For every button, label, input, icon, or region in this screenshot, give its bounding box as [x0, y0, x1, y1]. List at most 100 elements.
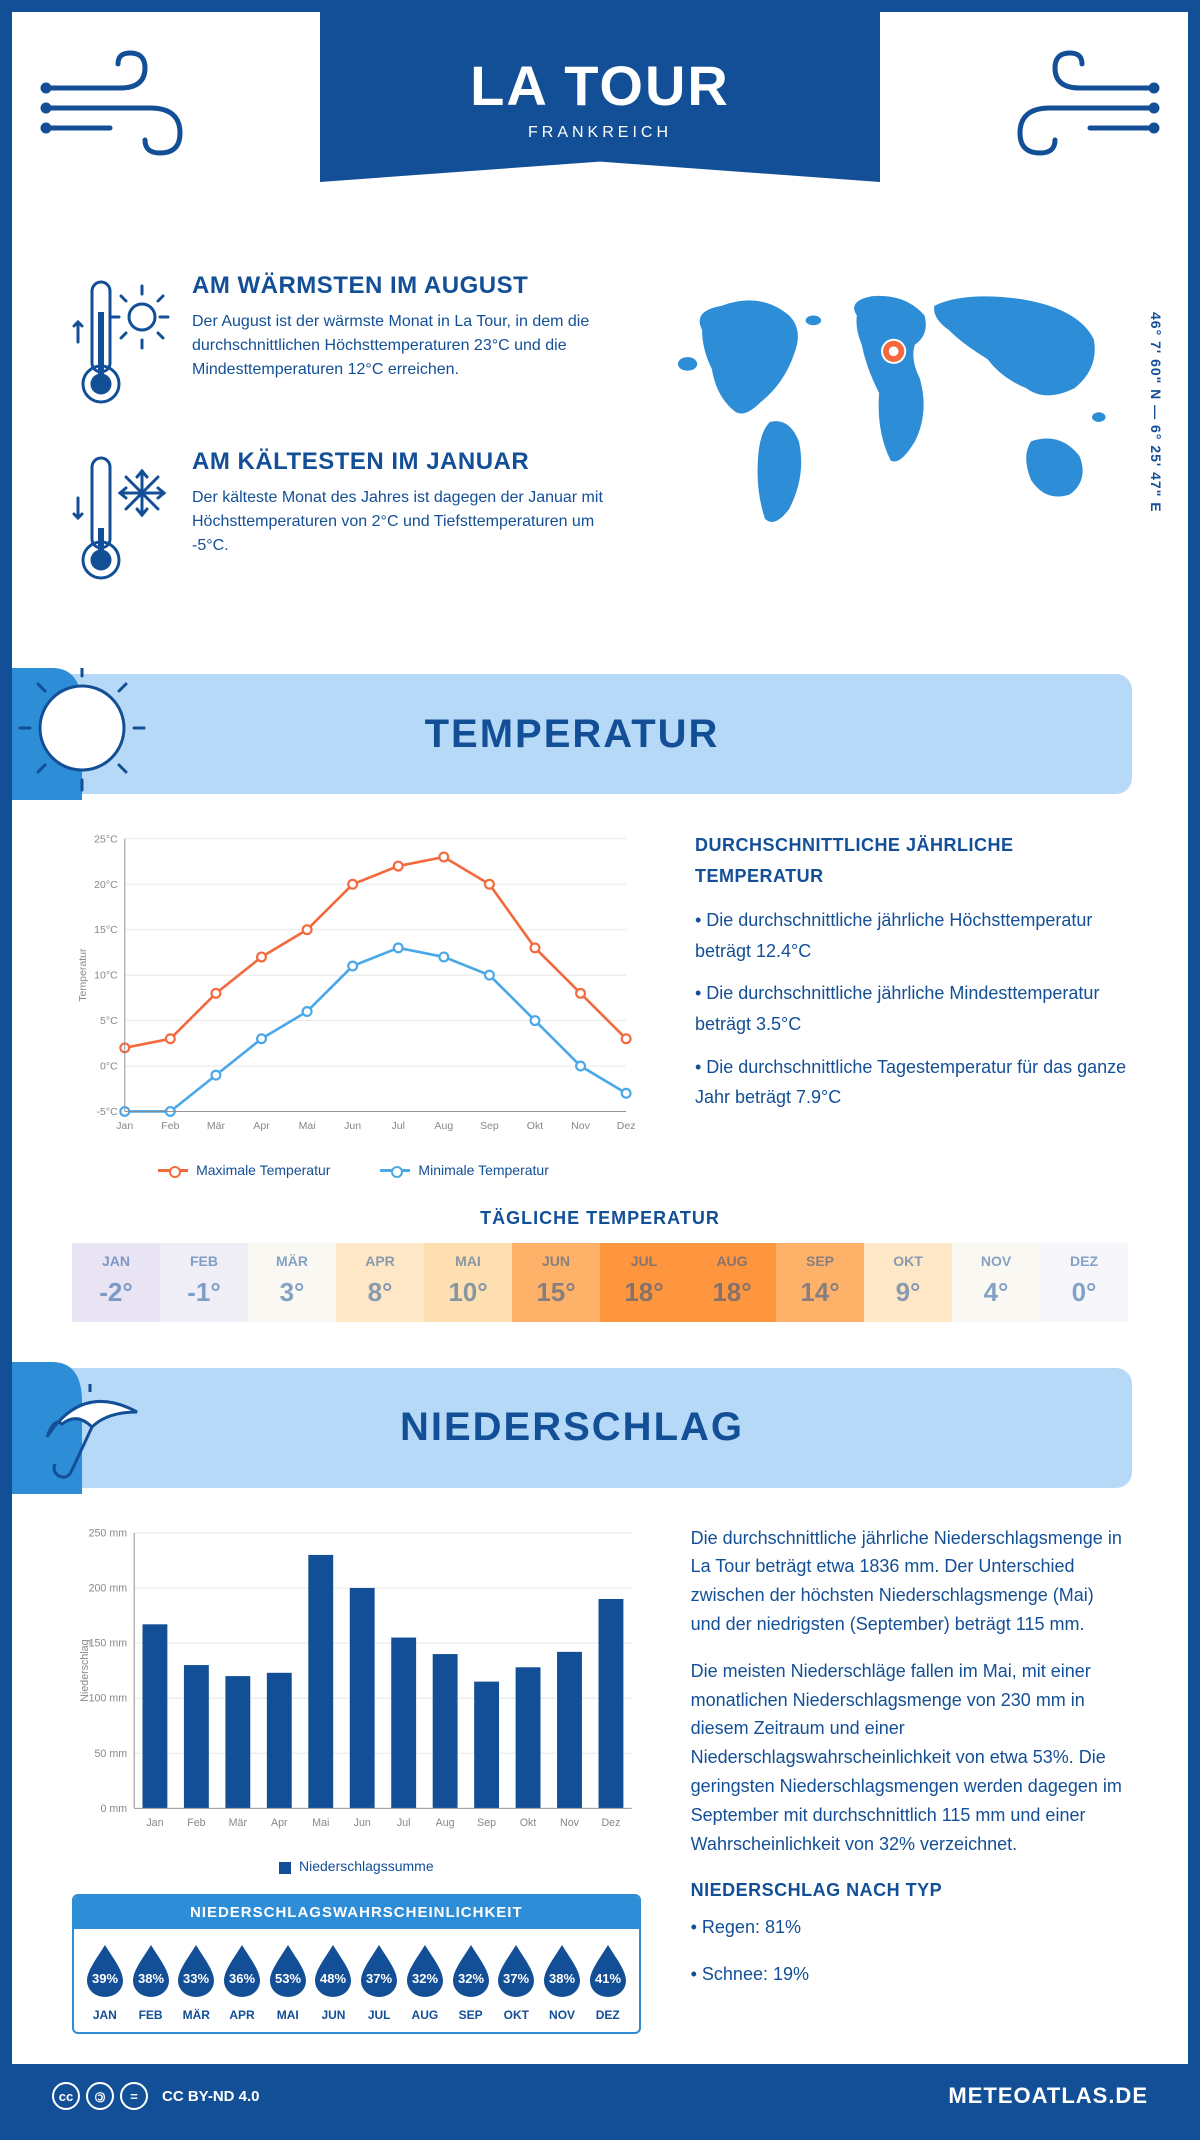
daily-cell: DEZ0°: [1040, 1243, 1128, 1322]
daily-month: MAI: [424, 1253, 512, 1269]
daily-value: 9°: [864, 1277, 952, 1308]
daily-title: TÄGLICHE TEMPERATUR: [12, 1208, 1188, 1229]
header-banner: LA TOUR FRANKREICH: [320, 12, 880, 182]
svg-text:Dez: Dez: [617, 1120, 635, 1132]
daily-value: 8°: [336, 1277, 424, 1308]
svg-text:Sep: Sep: [480, 1120, 499, 1132]
daily-cell: OKT9°: [864, 1243, 952, 1322]
raindrop-icon: 38%: [540, 1943, 584, 1997]
precip-p2: Die meisten Niederschläge fallen im Mai,…: [691, 1657, 1128, 1859]
svg-text:20°C: 20°C: [94, 879, 118, 891]
svg-text:5°C: 5°C: [100, 1015, 118, 1027]
probability-cell: 48%JUN: [311, 1943, 357, 2022]
chart-legend: .swatch-line[style*='f26a3d']::after{bor…: [72, 1162, 635, 1178]
probability-cell: 32%AUG: [402, 1943, 448, 2022]
raindrop-icon: 39%: [83, 1943, 127, 1997]
svg-text:Aug: Aug: [434, 1120, 453, 1132]
daily-month: SEP: [776, 1253, 864, 1269]
svg-text:53%: 53%: [275, 1971, 301, 1986]
raindrop-icon: 32%: [403, 1943, 447, 1997]
footer-site: METEOATLAS.DE: [948, 2083, 1148, 2109]
probability-month: JAN: [82, 2008, 128, 2022]
bar-chart: 0 mm50 mm100 mm150 mm200 mm250 mmJanFebM…: [72, 1524, 641, 1844]
intro-row: AM WÄRMSTEN IM AUGUST Der August ist der…: [12, 272, 1188, 664]
cold-text: Der kälteste Monat des Jahres ist dagege…: [192, 486, 604, 558]
wind-icon: [1000, 48, 1160, 168]
daily-value: 15°: [512, 1277, 600, 1308]
svg-text:Apr: Apr: [253, 1120, 270, 1132]
probability-box: NIEDERSCHLAGSWAHRSCHEINLICHKEIT 39%JAN38…: [72, 1894, 641, 2034]
svg-text:32%: 32%: [412, 1971, 438, 1986]
raindrop-icon: 33%: [174, 1943, 218, 1997]
svg-text:Feb: Feb: [161, 1120, 179, 1132]
probability-cell: 53%MAI: [265, 1943, 311, 2022]
location-title: LA TOUR: [470, 53, 730, 118]
probability-cell: 41%DEZ: [585, 1943, 631, 2022]
probability-cell: 37% JUL: [356, 1943, 402, 2022]
daily-cell: JUN 15°: [512, 1243, 600, 1322]
probability-cell: 32%SEP: [448, 1943, 494, 2022]
raindrop-icon: 48%: [311, 1943, 355, 1997]
raindrop-icon: 32%: [449, 1943, 493, 1997]
daily-cell: JAN-2°: [72, 1243, 160, 1322]
raindrop-icon: 41%: [586, 1943, 630, 1997]
daily-value: 18°: [688, 1277, 776, 1308]
svg-text:Feb: Feb: [187, 1817, 205, 1829]
probability-cell: 36%APR: [219, 1943, 265, 2022]
thermometer-hot-icon: [72, 272, 172, 412]
coordinates: 46° 7' 60" N — 6° 25' 47" E: [1148, 312, 1164, 513]
intro-facts: AM WÄRMSTEN IM AUGUST Der August ist der…: [72, 272, 604, 624]
daily-month: JUL: [600, 1253, 688, 1269]
daily-month: MÄR: [248, 1253, 336, 1269]
bullet: • Die durchschnittliche Tagestemperatur …: [695, 1052, 1128, 1113]
temperature-title: TEMPERATUR: [425, 712, 720, 757]
svg-text:Jan: Jan: [146, 1817, 163, 1829]
svg-text:200 mm: 200 mm: [89, 1582, 128, 1594]
svg-text:Jul: Jul: [392, 1120, 405, 1132]
svg-text:Jun: Jun: [344, 1120, 361, 1132]
daily-cell: MAI 10°: [424, 1243, 512, 1322]
precip-band: NIEDERSCHLAG: [12, 1368, 1132, 1488]
svg-text:Mär: Mär: [229, 1817, 248, 1829]
legend-min: .swatch-line[style*='4aa8e8']::after{bor…: [380, 1162, 548, 1178]
svg-text:Dez: Dez: [601, 1817, 620, 1829]
daily-temperature-grid: JAN-2°FEB-1°MÄR3°APR8°MAI10°JUN15°JUL18°…: [72, 1243, 1128, 1322]
cc-icon: cc: [52, 2082, 80, 2110]
daily-value: 18°: [600, 1277, 688, 1308]
daily-value: -2°: [72, 1277, 160, 1308]
svg-text:Mär: Mär: [207, 1120, 226, 1132]
svg-text:Okt: Okt: [520, 1817, 537, 1829]
legend-precip: Niederschlagssumme: [279, 1858, 434, 1874]
bullet: • Die durchschnittliche jährliche Höchst…: [695, 905, 1128, 966]
probability-cell: 33% MÄR: [173, 1943, 219, 2022]
probability-month: NOV: [539, 2008, 585, 2022]
probability-month: MÄR: [173, 2008, 219, 2022]
precip-p1: Die durchschnittliche jährliche Niedersc…: [691, 1524, 1128, 1639]
svg-text:41%: 41%: [595, 1971, 621, 1986]
svg-text:250 mm: 250 mm: [89, 1527, 128, 1539]
svg-text:37%: 37%: [366, 1971, 392, 1986]
raindrop-icon: 37%: [357, 1943, 401, 1997]
precip-text: Die durchschnittliche jährliche Niedersc…: [691, 1524, 1128, 2035]
svg-text:33%: 33%: [183, 1971, 209, 1986]
temperature-text: DURCHSCHNITTLICHE JÄHRLICHE TEMPERATUR •…: [695, 830, 1128, 1178]
svg-text:50 mm: 50 mm: [95, 1747, 128, 1759]
sun-icon: [12, 668, 162, 800]
probability-cell: 38%FEB: [128, 1943, 174, 2022]
bullet: • Regen: 81%: [691, 1913, 1128, 1942]
svg-text:Sep: Sep: [477, 1817, 496, 1829]
svg-text:0 mm: 0 mm: [100, 1803, 127, 1815]
daily-month: AUG: [688, 1253, 776, 1269]
daily-value: 10°: [424, 1277, 512, 1308]
cold-fact: AM KÄLTESTEN IM JANUAR Der kälteste Mona…: [72, 448, 604, 588]
warm-fact: AM WÄRMSTEN IM AUGUST Der August ist der…: [72, 272, 604, 412]
probability-month: JUL: [356, 2008, 402, 2022]
svg-text:Nov: Nov: [560, 1817, 580, 1829]
precip-row: 0 mm50 mm100 mm150 mm200 mm250 mmJanFebM…: [12, 1524, 1188, 2065]
by-icon: 🄯: [86, 2082, 114, 2110]
bullet: • Schnee: 19%: [691, 1960, 1128, 1989]
header: LA TOUR FRANKREICH: [12, 12, 1188, 272]
daily-month: JUN: [512, 1253, 600, 1269]
svg-text:100 mm: 100 mm: [89, 1692, 128, 1704]
svg-text:Aug: Aug: [436, 1817, 455, 1829]
